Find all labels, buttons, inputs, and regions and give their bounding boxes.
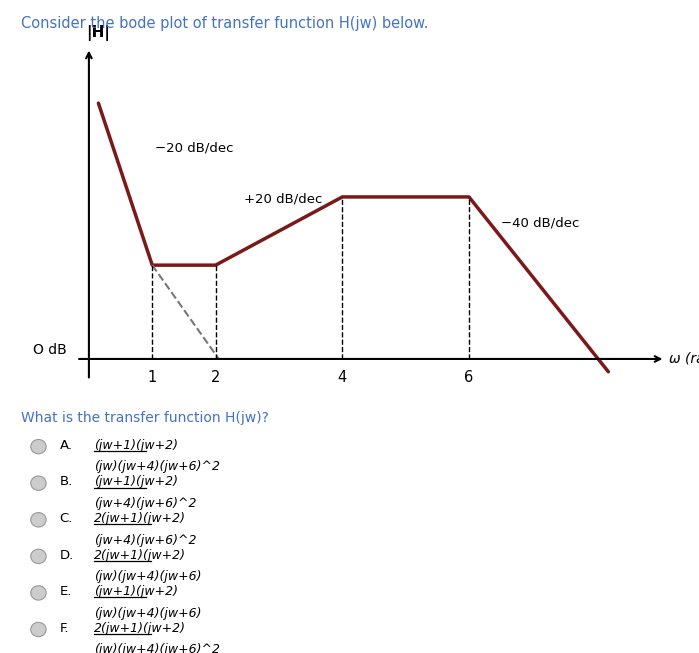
Text: (jw+4)(jw+6)^2: (jw+4)(jw+6)^2 [94, 497, 197, 510]
Text: Consider the bode plot of transfer function H(jw) below.: Consider the bode plot of transfer funct… [21, 16, 428, 31]
Text: 2(jw+1)(jw+2): 2(jw+1)(jw+2) [94, 512, 187, 525]
Text: E.: E. [59, 585, 72, 598]
Text: (jw+4)(jw+6)^2: (jw+4)(jw+6)^2 [94, 534, 197, 547]
Text: 2: 2 [211, 370, 220, 385]
Text: |H|: |H| [86, 25, 110, 41]
Text: D.: D. [59, 549, 73, 562]
Text: (jw)(jw+4)(jw+6)^2: (jw)(jw+4)(jw+6)^2 [94, 643, 220, 653]
Text: B.: B. [59, 475, 73, 488]
Text: 4: 4 [338, 370, 347, 385]
Text: −40 dB/dec: −40 dB/dec [500, 216, 579, 229]
Text: +20 dB/dec: +20 dB/dec [244, 193, 322, 206]
Text: What is the transfer function H(jw)?: What is the transfer function H(jw)? [21, 411, 269, 425]
Text: 6: 6 [464, 370, 474, 385]
Text: 2(jw+1)(jw+2): 2(jw+1)(jw+2) [94, 549, 187, 562]
Text: (jw+1)(jw+2): (jw+1)(jw+2) [94, 585, 178, 598]
Text: (jw+1)(jw+2): (jw+1)(jw+2) [94, 439, 178, 452]
Text: 2(jw+1)(jw+2): 2(jw+1)(jw+2) [94, 622, 187, 635]
Text: −20 dB/dec: −20 dB/dec [155, 142, 234, 154]
Text: A.: A. [59, 439, 73, 452]
Text: (jw)(jw+4)(jw+6): (jw)(jw+4)(jw+6) [94, 607, 202, 620]
Text: F.: F. [59, 622, 69, 635]
Text: (jw)(jw+4)(jw+6)^2: (jw)(jw+4)(jw+6)^2 [94, 460, 220, 473]
Text: (jw+1)(jw+2): (jw+1)(jw+2) [94, 475, 178, 488]
Text: O dB: O dB [33, 343, 66, 357]
Text: ω (rad/s): ω (rad/s) [668, 352, 699, 366]
Text: 1: 1 [147, 370, 157, 385]
Text: (jw)(jw+4)(jw+6): (jw)(jw+4)(jw+6) [94, 570, 202, 583]
Text: C.: C. [59, 512, 73, 525]
